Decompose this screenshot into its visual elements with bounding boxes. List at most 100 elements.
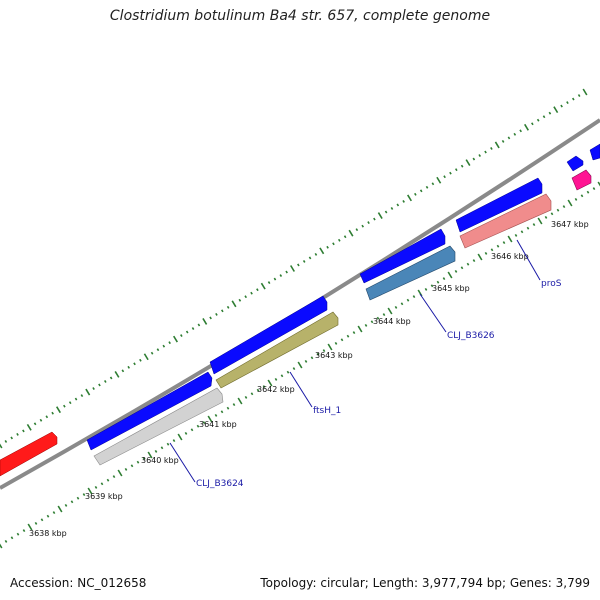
scale-tick	[544, 215, 548, 219]
map-title: Clostridium botulinum Ba4 str. 657, comp…	[109, 8, 491, 24]
scale-tick	[150, 351, 154, 355]
scale-tick	[334, 341, 338, 345]
scale-tick	[100, 482, 104, 486]
gene-labels: CLJ_B3624 ftsH_1 CLJ_B3626 proS	[169, 239, 562, 489]
scale-tick	[262, 385, 266, 389]
scale-tick	[52, 511, 56, 515]
scale-tick	[85, 388, 91, 396]
scale-tick	[46, 514, 50, 518]
scale-tick	[260, 282, 266, 290]
scale-tick	[314, 252, 318, 256]
cds-arrow	[566, 155, 584, 172]
scale-tick	[215, 312, 218, 316]
scale-tick	[556, 208, 560, 212]
scale-tick	[524, 123, 529, 131]
scale-tick	[136, 460, 140, 464]
scale-tick	[231, 300, 237, 308]
scale-tick	[238, 298, 242, 302]
scale-tick	[308, 256, 312, 260]
scale-tick	[168, 341, 171, 345]
scale-tick	[82, 493, 86, 497]
scale-tick	[237, 397, 243, 405]
scale-tick	[26, 423, 32, 431]
scale-label: 3640 kbp	[141, 456, 179, 465]
scale-tick	[376, 316, 380, 320]
scale-tick	[357, 325, 363, 333]
scale-tick	[513, 132, 517, 136]
scale-tick	[273, 277, 277, 281]
scale-tick	[87, 487, 93, 495]
scale-tick	[319, 247, 325, 255]
scale-tick	[185, 330, 189, 334]
scale-tick	[390, 207, 394, 210]
scale-tick	[34, 521, 38, 525]
scale-tick	[127, 365, 131, 369]
gene-label-pros[interactable]: proS	[541, 279, 562, 289]
scale-tick	[4, 440, 8, 443]
scale-tick	[57, 505, 63, 513]
scale-tick	[514, 233, 518, 237]
scale-tick	[367, 221, 370, 225]
scale-tick	[232, 403, 236, 407]
scale-tick	[209, 316, 212, 320]
scale-tick	[355, 228, 359, 232]
gene-label-ftsh-1[interactable]: ftsH_1	[313, 406, 341, 416]
scale-tick	[507, 136, 511, 140]
scale-tick	[407, 194, 412, 202]
scale-tick	[472, 259, 476, 263]
leader-line	[289, 371, 313, 408]
scale-tick	[109, 376, 113, 380]
scale-tick	[582, 88, 588, 96]
scale-tick	[51, 411, 54, 415]
scale-tick	[322, 349, 326, 353]
scale-tick	[484, 251, 488, 255]
scale-tick	[400, 302, 404, 306]
scale-tick	[454, 269, 458, 273]
scale-tick	[553, 106, 559, 114]
gene-olive	[215, 311, 339, 389]
scale-tick	[139, 358, 142, 362]
scale-tick	[292, 367, 296, 371]
scale-tick	[40, 518, 44, 522]
scale-tick	[121, 369, 125, 373]
gene-label-clj-b3624[interactable]: CLJ_B3624	[196, 479, 244, 489]
scale-tick	[542, 115, 546, 119]
scale-tick	[414, 192, 417, 196]
scale-tick	[501, 139, 505, 143]
gene-label-clj-b3626[interactable]: CLJ_B3626	[447, 331, 495, 341]
scale-tick	[74, 397, 78, 401]
scale-label: 3639 kbp	[85, 492, 123, 501]
scale-tick	[406, 298, 410, 302]
scale-tick	[466, 262, 470, 266]
scale-tick	[184, 431, 188, 435]
scale-tick	[304, 359, 308, 363]
scale-tick	[297, 361, 303, 369]
scale-tick	[160, 446, 164, 450]
gene-grey	[93, 387, 224, 466]
scale-tick	[454, 168, 458, 172]
scale-tick	[348, 229, 354, 237]
scale-tick	[373, 217, 376, 221]
gene-steelblue	[365, 245, 456, 301]
scale-tick	[402, 199, 405, 203]
scale-tick	[586, 190, 590, 194]
scale-tick	[0, 543, 3, 549]
scale-tick	[226, 406, 230, 410]
scale-tick	[436, 176, 442, 184]
scale-tick	[274, 377, 278, 381]
scale-tick	[166, 442, 170, 446]
scale-tick	[197, 323, 201, 327]
scale-tick	[173, 335, 178, 343]
scale-tick	[98, 383, 101, 387]
scale-tick	[560, 104, 563, 108]
scale-tick	[297, 263, 300, 267]
scale-tick	[431, 182, 435, 186]
scale-tick	[361, 224, 365, 228]
scale-tick	[226, 305, 230, 309]
cds-arrow	[86, 371, 213, 451]
scale-tick	[33, 422, 37, 426]
scale-tick	[478, 154, 482, 157]
scale-tick	[154, 449, 158, 453]
cds-arrow	[589, 143, 600, 161]
scale-tick	[117, 469, 123, 477]
